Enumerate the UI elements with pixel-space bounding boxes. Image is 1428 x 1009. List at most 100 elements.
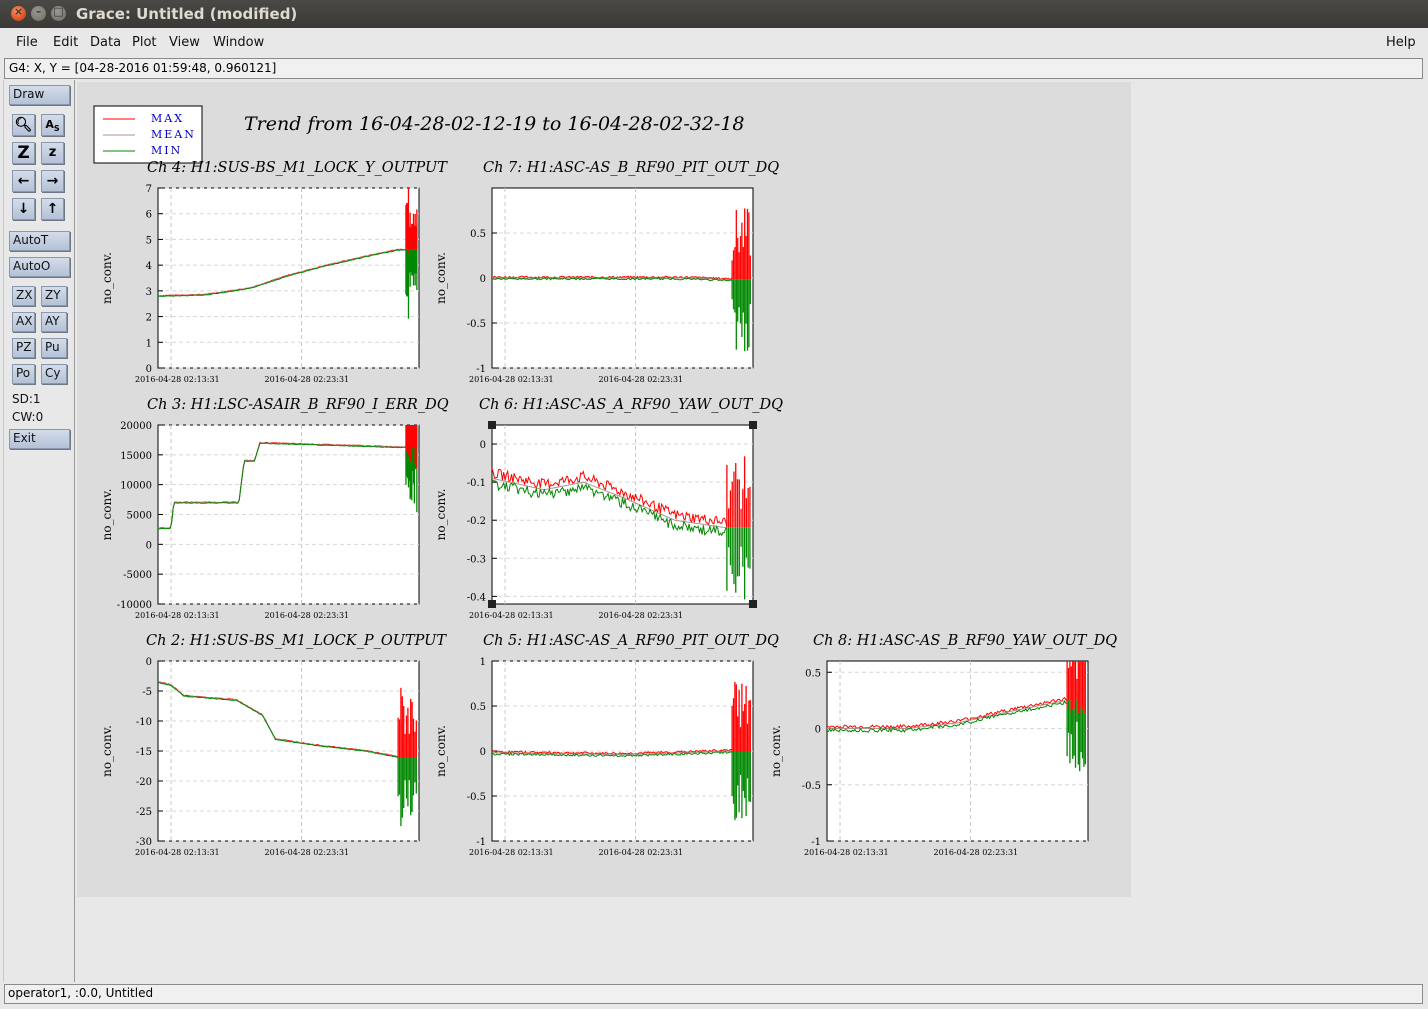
- trend-plot-svg[interactable]: MAX MEAN MIN Trend from 16-04-28-02-12-1…: [77, 82, 1131, 897]
- ch4-y-tick-label: 1: [146, 338, 152, 349]
- ch3-y-tick-label: -10000: [117, 600, 152, 611]
- ch5-series-min: [491, 750, 733, 758]
- ch5-y-tick-label: 1: [480, 657, 486, 668]
- ch2-y-tick-label: -10: [136, 717, 152, 728]
- ch8-y-tick-label: 0.5: [805, 668, 821, 679]
- pan-right-button[interactable]: →: [41, 170, 64, 192]
- exit-button[interactable]: Exit: [9, 429, 70, 449]
- ch4-title: Ch 4: H1:SUS-BS_M1_LOCK_Y_OUTPUT: [147, 160, 448, 176]
- menu-edit[interactable]: Edit: [53, 35, 79, 50]
- autoscale-text-button[interactable]: AS: [41, 114, 64, 136]
- menu-plot[interactable]: Plot: [132, 35, 157, 50]
- ch8-x-tick-label: 2016-04-28 02:13:31: [804, 848, 889, 857]
- ch8-y-tick-label: -1: [811, 837, 821, 848]
- zoom-icon: 🔍︎: [14, 117, 33, 133]
- minimize-icon: –: [35, 5, 42, 18]
- zy-button[interactable]: ZY: [41, 286, 67, 306]
- ch4-y-tick-label: 3: [146, 287, 152, 298]
- ch3-ylabel: no_conv.: [100, 489, 114, 541]
- autot-button[interactable]: AutoT: [9, 231, 70, 251]
- ch6-series-max: [491, 467, 728, 528]
- ch6-y-tick-label: -0.2: [467, 516, 486, 527]
- menu-view[interactable]: View: [169, 35, 200, 50]
- ch3-series-min: [157, 442, 407, 530]
- selection-handle: [488, 421, 496, 429]
- ch2-x-tick-label: 2016-04-28 02:23:31: [265, 848, 350, 857]
- ay-button[interactable]: AY: [41, 312, 67, 332]
- ch5-y-tick-label: 0.5: [470, 702, 486, 713]
- ch8-ylabel: no_conv.: [769, 725, 783, 777]
- zoom-out-button[interactable]: z: [41, 142, 64, 164]
- ch8-series-min: [826, 700, 1068, 734]
- ch2-y-tick-label: -15: [136, 747, 152, 758]
- cy-button[interactable]: Cy: [41, 364, 67, 384]
- zoom-button[interactable]: 🔍︎: [12, 114, 35, 136]
- ch6-series-mean: [491, 477, 727, 529]
- menu-data[interactable]: Data: [90, 35, 122, 50]
- ax-button[interactable]: AX: [12, 312, 35, 332]
- menu-help[interactable]: Help: [1386, 35, 1416, 50]
- ch4-frame: [157, 187, 420, 369]
- plot-canvas[interactable]: MAX MEAN MIN Trend from 16-04-28-02-12-1…: [77, 82, 1131, 897]
- ch7-y-tick-label: -0.5: [467, 319, 486, 330]
- po-button[interactable]: Po: [12, 364, 35, 384]
- ch6-ylabel: no_conv.: [434, 489, 448, 541]
- minimize-window-button[interactable]: –: [31, 5, 46, 21]
- menu-bar: File Edit Data Plot View Window Help: [0, 28, 1428, 57]
- ch7-y-tick-label: -1: [476, 364, 486, 375]
- zx-button[interactable]: ZX: [12, 286, 35, 306]
- pz-button[interactable]: PZ: [12, 338, 35, 358]
- ch6-frame: [491, 424, 754, 605]
- ch4-ylabel: no_conv.: [100, 252, 114, 304]
- ch6-y-tick-label: -0.1: [467, 478, 486, 489]
- selection-handle: [749, 600, 757, 608]
- autoo-button[interactable]: AutoO: [9, 257, 70, 277]
- window-titlebar: × – □ Grace: Untitled (modified): [0, 0, 1428, 28]
- ch4-y-tick-label: 2: [146, 313, 152, 324]
- ch2-y-tick-label: -25: [136, 807, 152, 818]
- ch4-y-tick-label: 0: [146, 364, 152, 375]
- ch7-x-tick-label: 2016-04-28 02:13:31: [469, 375, 554, 384]
- close-window-button[interactable]: ×: [11, 5, 26, 21]
- legend-label-max: MAX: [151, 112, 184, 125]
- ch6-x-tick-label: 2016-04-28 02:13:31: [469, 611, 554, 620]
- ch8-y-tick-label: 0: [815, 725, 821, 736]
- zoom-in-icon: Z: [17, 143, 30, 163]
- ch7-y-tick-label: 0: [480, 274, 486, 285]
- autoscale-text-icon: AS: [45, 118, 60, 134]
- pu-button[interactable]: Pu: [41, 338, 67, 358]
- ch5-x-tick-label: 2016-04-28 02:13:31: [469, 848, 554, 857]
- coordinate-text: G4: X, Y = [04-28-2016 01:59:48, 0.96012…: [9, 61, 277, 75]
- ch4-series-min: [157, 249, 406, 298]
- ch3-x-tick-label: 2016-04-28 02:13:31: [135, 611, 220, 620]
- status-bar: operator1, :0.0, Untitled: [4, 984, 1423, 1004]
- zoom-out-icon: z: [48, 145, 57, 160]
- ch6-series-min: [491, 479, 727, 537]
- window-title: Grace: Untitled (modified): [76, 5, 298, 23]
- ch4-x-tick-label: 2016-04-28 02:23:31: [265, 375, 350, 384]
- ch4-y-tick-label: 7: [146, 184, 152, 195]
- ch3-title: Ch 3: H1:LSC-ASAIR_B_RF90_I_ERR_DQ: [147, 397, 449, 413]
- menu-window[interactable]: Window: [213, 35, 265, 50]
- ch5-x-tick-label: 2016-04-28 02:23:31: [599, 848, 684, 857]
- tool-panel: Draw 🔍︎ AS Z z ← → ↓ ↑ AutoT AutoO ZX ZY…: [3, 80, 75, 982]
- ch3-y-tick-label: 20000: [120, 421, 152, 432]
- menu-file[interactable]: File: [16, 35, 38, 50]
- ch6-y-tick-label: 0: [480, 440, 486, 451]
- ch2-x-tick-label: 2016-04-28 02:13:31: [135, 848, 220, 857]
- pan-down-button[interactable]: ↓: [12, 198, 35, 220]
- pan-left-button[interactable]: ←: [12, 170, 35, 192]
- maximize-window-button[interactable]: □: [51, 5, 66, 21]
- zoom-in-button[interactable]: Z: [12, 142, 35, 164]
- ch6-y-tick-label: -0.3: [467, 554, 486, 565]
- ch5-title: Ch 5: H1:ASC-AS_A_RF90_PIT_OUT_DQ: [483, 633, 779, 649]
- pan-up-button[interactable]: ↑: [41, 198, 64, 220]
- ch3-y-tick-label: 15000: [120, 451, 152, 462]
- draw-button[interactable]: Draw: [9, 85, 70, 105]
- ch3-y-tick-label: -5000: [123, 570, 152, 581]
- ch5-y-tick-label: -0.5: [467, 792, 486, 803]
- ch7-title: Ch 7: H1:ASC-AS_B_RF90_PIT_OUT_DQ: [483, 160, 779, 176]
- ch4-y-tick-label: 4: [146, 261, 152, 272]
- ch3-x-tick-label: 2016-04-28 02:23:31: [265, 611, 350, 620]
- ch7-x-tick-label: 2016-04-28 02:23:31: [599, 375, 684, 384]
